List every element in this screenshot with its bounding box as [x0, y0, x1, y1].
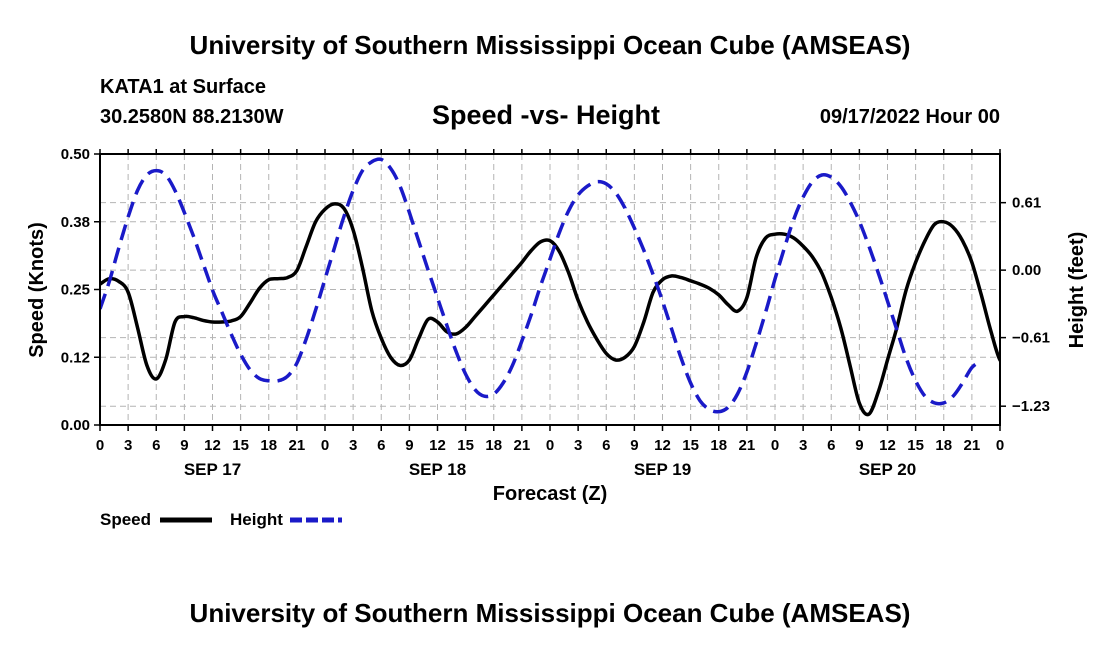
x-tick-label: 0 — [321, 437, 329, 454]
x-tick-label: 15 — [457, 437, 474, 454]
x-tick-label: 9 — [855, 437, 863, 454]
x-tick-label: 12 — [204, 437, 221, 454]
x-tick-label: 21 — [289, 437, 306, 454]
x-date-label: SEP 17 — [184, 460, 241, 479]
x-tick-label: 3 — [574, 437, 582, 454]
x-tick-label: 6 — [602, 437, 610, 454]
x-tick-label: 21 — [514, 437, 531, 454]
y-left-tick-label: 0.00 — [61, 417, 90, 434]
x-tick-label: 9 — [405, 437, 413, 454]
x-tick-label: 15 — [907, 437, 924, 454]
chart-title: Speed -vs- Height — [432, 100, 661, 130]
x-tick-label: 6 — [827, 437, 835, 454]
y-right-tick-label: 0.00 — [1012, 262, 1041, 279]
x-tick-label: 0 — [546, 437, 554, 454]
legend-speed-label: Speed — [100, 510, 151, 529]
y-left-tick-label: 0.38 — [61, 214, 90, 231]
x-tick-label: 15 — [682, 437, 699, 454]
x-tick-label: 12 — [429, 437, 446, 454]
x-date-label: SEP 18 — [409, 460, 466, 479]
x-tick-label: 9 — [630, 437, 638, 454]
x-tick-label: 21 — [739, 437, 756, 454]
y-left-tick-label: 0.50 — [61, 146, 90, 163]
x-tick-label: 6 — [377, 437, 385, 454]
y-axis-left-title: Speed (Knots) — [26, 222, 48, 358]
x-tick-label: 0 — [771, 437, 779, 454]
legend-height-label: Height — [230, 510, 283, 529]
footer-title: University of Southern Mississippi Ocean… — [189, 598, 911, 628]
y-axis-right-title: Height (feet) — [1066, 232, 1088, 349]
x-axis-title: Forecast (Z) — [493, 483, 607, 505]
forecast-datetime: 09/17/2022 Hour 00 — [819, 106, 1000, 128]
speed-series-line — [100, 202, 1000, 417]
x-tick-label: 12 — [654, 437, 671, 454]
station-label: KATA1 at Surface — [100, 76, 266, 98]
height-series-line — [100, 157, 983, 414]
x-tick-label: 12 — [879, 437, 896, 454]
page-title: University of Southern Mississippi Ocean… — [189, 30, 911, 60]
y-left-tick-label: 0.25 — [61, 282, 90, 299]
x-tick-label: 18 — [710, 437, 727, 454]
y-right-tick-label: −1.23 — [1012, 398, 1050, 415]
x-tick-label: 3 — [799, 437, 807, 454]
legend: Speed Height — [100, 510, 342, 529]
x-tick-label: 3 — [349, 437, 357, 454]
x-tick-label: 21 — [964, 437, 981, 454]
y-right-tick-label: −0.61 — [1012, 330, 1050, 347]
x-tick-label: 0 — [96, 437, 104, 454]
x-tick-label: 18 — [260, 437, 277, 454]
x-tick-label: 6 — [152, 437, 160, 454]
x-tick-label: 9 — [180, 437, 188, 454]
x-date-label: SEP 19 — [634, 460, 691, 479]
x-tick-label: 15 — [232, 437, 249, 454]
x-tick-label: 3 — [124, 437, 132, 454]
x-tick-label: 18 — [485, 437, 502, 454]
x-tick-label: 18 — [935, 437, 952, 454]
y-left-tick-label: 0.12 — [61, 349, 90, 366]
x-tick-label: 0 — [996, 437, 1004, 454]
x-date-label: SEP 20 — [859, 460, 916, 479]
y-right-tick-label: 0.61 — [1012, 195, 1041, 212]
station-coordinates: 30.2580N 88.2130W — [100, 106, 284, 128]
